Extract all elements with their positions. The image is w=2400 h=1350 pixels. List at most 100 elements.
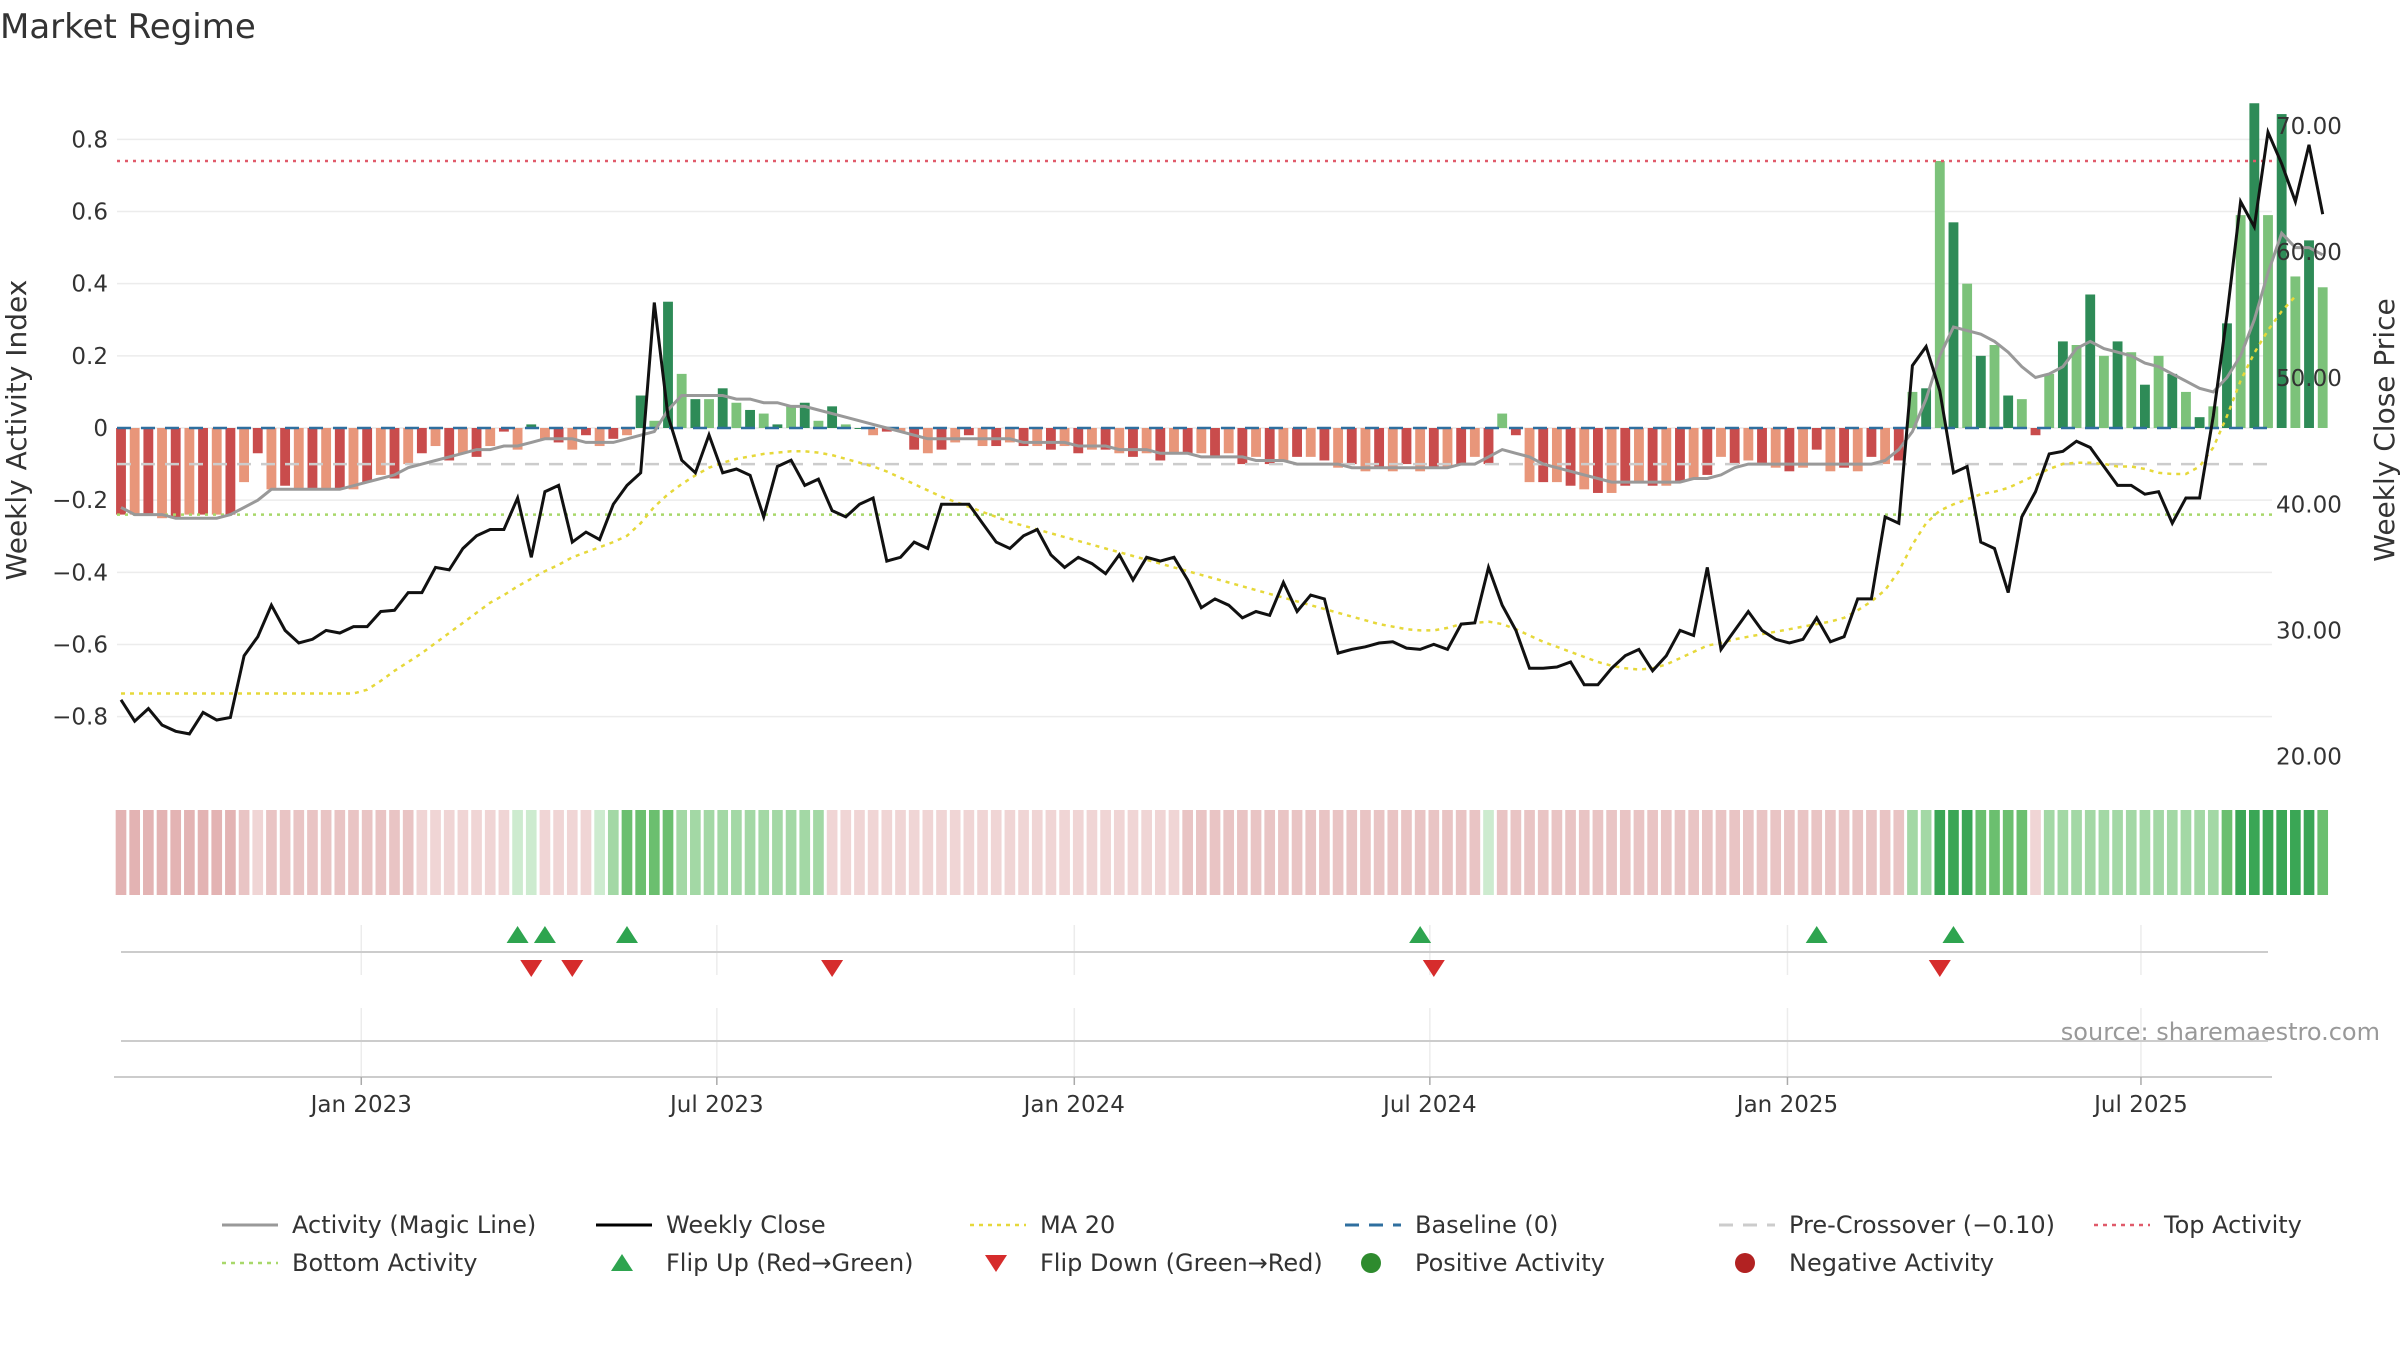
activity-bar <box>1401 428 1412 465</box>
activity-bar <box>389 428 400 479</box>
regime-cell <box>525 810 537 895</box>
chart-title: Market Regime <box>0 7 256 47</box>
regime-cell <box>2235 810 2246 895</box>
regime-cell <box>2057 810 2069 895</box>
activity-bar <box>334 428 345 490</box>
activity-bar <box>321 428 332 490</box>
activity-bar <box>922 428 933 454</box>
legend-item: Weekly Close <box>596 1211 826 1239</box>
regime-cell <box>621 810 633 895</box>
activity-bar <box>1305 428 1316 457</box>
regime-cell <box>1578 810 1590 895</box>
activity-bar <box>1292 428 1302 457</box>
regime-cell <box>1031 810 1043 895</box>
regime-cell <box>1264 810 1276 895</box>
regime-cell <box>922 810 934 895</box>
activity-bar <box>457 428 468 454</box>
activity-bar <box>827 406 838 428</box>
activity-bar <box>1661 428 1672 486</box>
regime-cell <box>1961 810 1973 895</box>
legend-label: Weekly Close <box>666 1211 826 1239</box>
regime-cell <box>416 810 428 895</box>
activity-bar <box>1688 428 1699 479</box>
activity-bar <box>129 428 140 515</box>
activity-bar <box>143 428 154 515</box>
activity-bar <box>635 395 646 428</box>
activity-bar <box>2276 114 2287 429</box>
regime-cell <box>334 810 346 895</box>
activity-bar <box>1811 428 1822 450</box>
regime-cell <box>2084 810 2096 895</box>
legend-label: Positive Activity <box>1415 1249 1605 1277</box>
magic-line <box>120 230 2324 520</box>
activity-bar <box>731 402 742 428</box>
activity-bar <box>1374 428 1385 468</box>
legend-item: Positive Activity <box>1361 1249 1605 1277</box>
activity-bar <box>1114 428 1125 454</box>
regime-cell <box>690 810 701 895</box>
regime-cell <box>1154 810 1166 895</box>
regime-cell <box>1647 810 1658 895</box>
regime-cell <box>867 810 879 895</box>
activity-bar <box>1825 428 1836 472</box>
activity-bar <box>840 424 851 428</box>
axes: 0.8 0.6 0.4 0.2 0 −0.2 −0.4 −0.6 −0.8 70.00 60.00 5… <box>52 114 2342 771</box>
flip-down-marker <box>561 960 584 977</box>
activity-bar <box>362 428 373 483</box>
legend-item: Flip Down (Green→Red) <box>985 1249 1323 1277</box>
regime-cell <box>512 810 523 895</box>
regime-cell <box>238 810 250 895</box>
regime-cell <box>1920 810 1932 895</box>
x-tick-label: Jan 2023 <box>309 1092 412 1118</box>
regime-cell <box>1182 810 1193 895</box>
activity-bar <box>1169 428 1179 454</box>
activity-bar <box>1442 428 1453 468</box>
activity-bar <box>622 428 632 436</box>
regime-cell <box>129 810 141 895</box>
legend-swatch <box>1361 1253 1381 1273</box>
flip-up-marker <box>1805 926 1828 943</box>
weekly-close-line <box>119 126 2325 736</box>
activity-bar <box>1716 428 1726 457</box>
regime-cell <box>1332 810 1344 895</box>
legend: Activity (Magic Line) Weekly Close MA 20 Ba… <box>222 1211 2302 1277</box>
source-note: source: sharemaestro.com <box>2061 1018 2380 1046</box>
legend-item: Activity (Magic Line) <box>222 1211 536 1239</box>
activity-bar <box>1647 428 1658 486</box>
activity-bar <box>1428 428 1439 468</box>
regime-cell <box>635 810 646 895</box>
regime-cell <box>785 810 797 895</box>
activity-bar <box>1702 428 1713 475</box>
legend-item: Pre-Crossover (−0.10) <box>1719 1211 2055 1239</box>
activity-bar <box>950 428 961 443</box>
activity-bar <box>977 428 988 447</box>
regime-cell <box>580 810 592 895</box>
regime-cell <box>389 810 400 895</box>
regime-cell <box>1606 810 1617 895</box>
activity-bar <box>1319 428 1330 461</box>
regime-cell <box>2016 810 2028 895</box>
activity-bar <box>184 428 195 515</box>
regime-cell <box>1989 810 2000 895</box>
regime-cell <box>1442 810 1453 895</box>
y-right-tick-label: 20.00 <box>2276 745 2342 771</box>
regime-cell <box>990 810 1002 895</box>
regime-cell <box>457 810 469 895</box>
activity-bar <box>1346 428 1357 465</box>
regime-cell <box>799 810 811 895</box>
regime-cell <box>1072 810 1084 895</box>
regime-cell <box>2303 810 2315 895</box>
activity-bar <box>608 428 619 439</box>
y-axis-left-title: Weekly Activity Index <box>0 280 33 581</box>
activity-bar <box>1456 428 1467 465</box>
activity-bar <box>881 428 892 432</box>
regime-cell <box>553 810 564 895</box>
regime-cell <box>1496 810 1508 895</box>
activity-bar <box>1962 283 1973 428</box>
regime-cell <box>1948 810 1959 895</box>
activity-bar <box>1497 413 1508 428</box>
y-left-tick-label: 0.4 <box>71 272 108 298</box>
activity-bar <box>813 420 824 428</box>
legend-label: Baseline (0) <box>1415 1211 1558 1239</box>
